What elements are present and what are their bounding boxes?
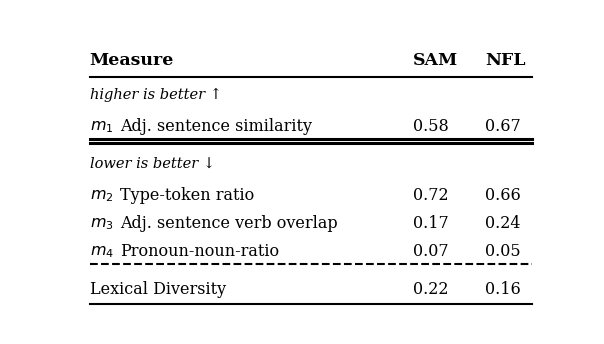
Text: $m_1$: $m_1$ <box>89 118 113 135</box>
Text: Type-token ratio: Type-token ratio <box>120 187 254 204</box>
Text: Adj. sentence verb overlap: Adj. sentence verb overlap <box>120 215 338 232</box>
Text: 0.58: 0.58 <box>413 118 448 135</box>
Text: Adj. sentence similarity: Adj. sentence similarity <box>120 118 312 135</box>
Text: $m_3$: $m_3$ <box>89 215 114 232</box>
Text: $m_2$: $m_2$ <box>89 187 113 204</box>
Text: Lexical Diversity: Lexical Diversity <box>89 281 226 298</box>
Text: Measure: Measure <box>89 52 174 69</box>
Text: Pronoun-noun-ratio: Pronoun-noun-ratio <box>120 243 279 260</box>
Text: 0.05: 0.05 <box>485 243 521 260</box>
Text: NFL: NFL <box>485 52 525 69</box>
Text: 0.72: 0.72 <box>413 187 448 204</box>
Text: SAM: SAM <box>413 52 458 69</box>
Text: 0.24: 0.24 <box>485 215 521 232</box>
Text: lower is better ↓: lower is better ↓ <box>89 157 214 171</box>
Text: higher is better ↑: higher is better ↑ <box>89 88 222 102</box>
Text: 0.66: 0.66 <box>485 187 521 204</box>
Text: 0.67: 0.67 <box>485 118 521 135</box>
Text: 0.16: 0.16 <box>485 281 521 298</box>
Text: 0.17: 0.17 <box>413 215 448 232</box>
Text: 0.22: 0.22 <box>413 281 448 298</box>
Text: 0.07: 0.07 <box>413 243 448 260</box>
Text: $m_4$: $m_4$ <box>89 243 114 260</box>
